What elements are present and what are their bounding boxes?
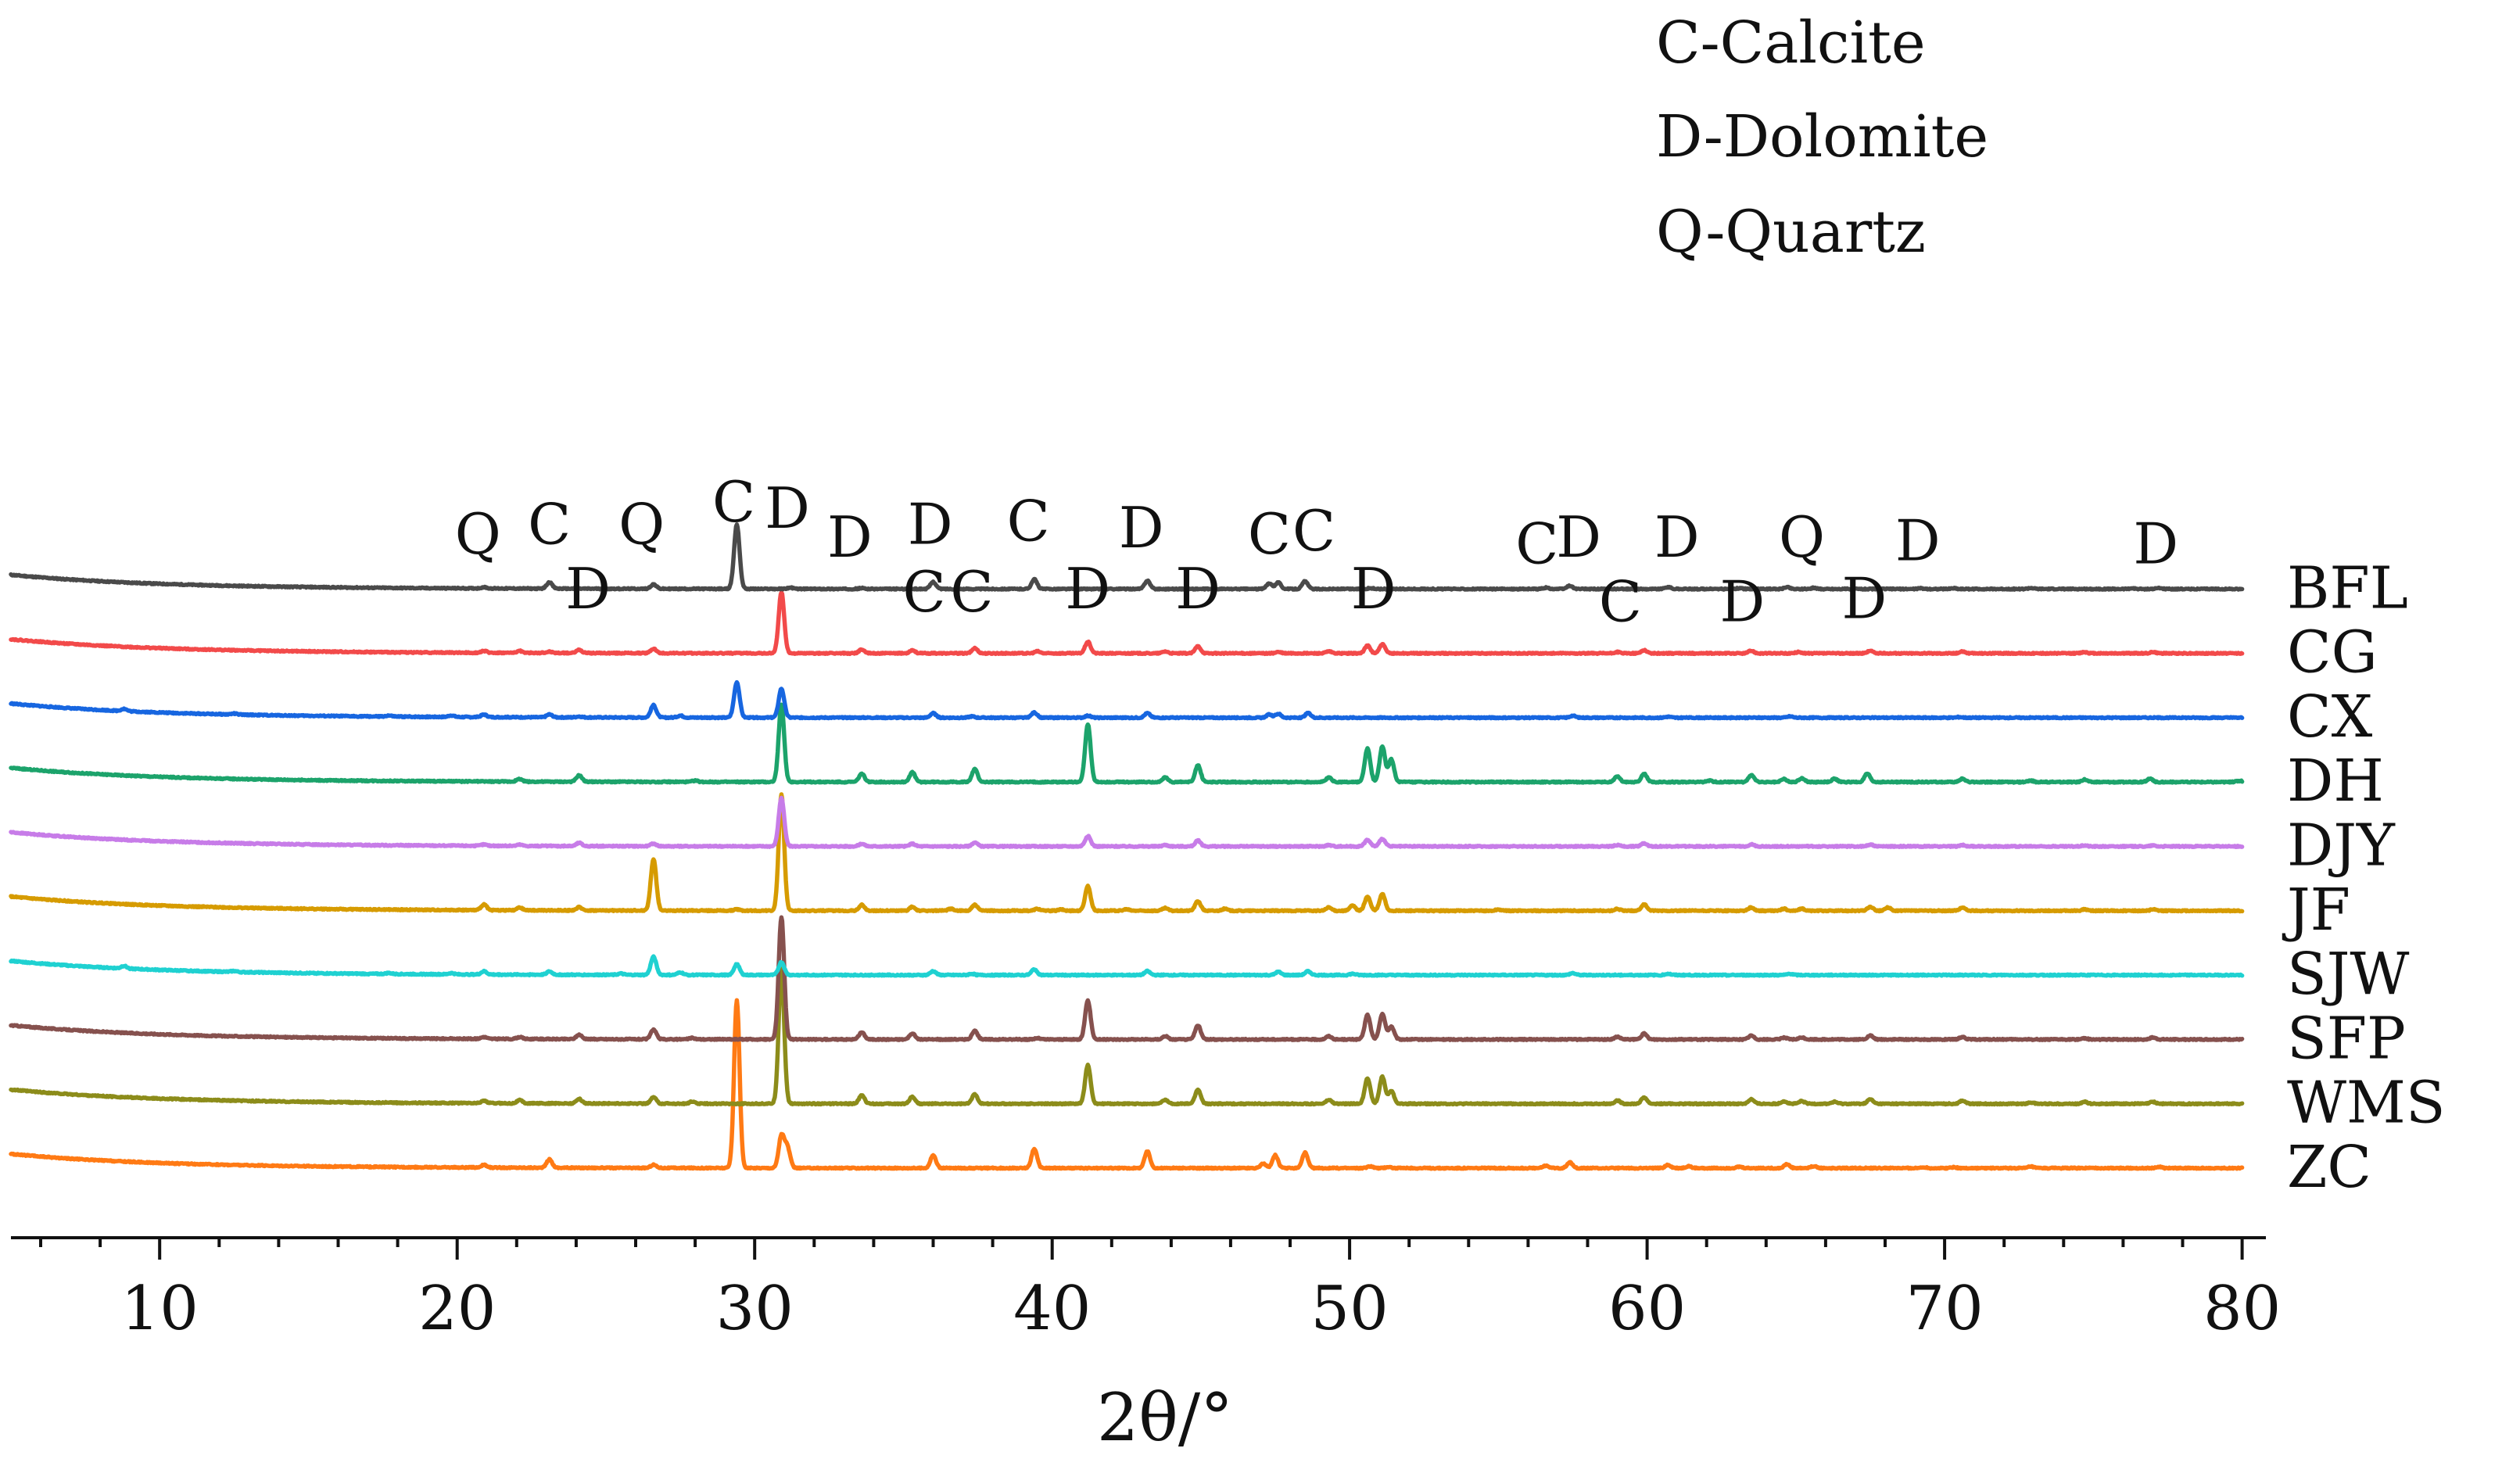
series-label-bfl: BFL (2287, 554, 2408, 622)
trace-jf (9, 792, 2245, 914)
x-tick-label-80: 80 (2203, 1274, 2281, 1344)
x-tick-label-40: 40 (1013, 1274, 1091, 1344)
peak-label-c-19: C (950, 559, 993, 625)
series-label-wms: WMS (2287, 1070, 2446, 1137)
peak-label-c-9: C (1248, 501, 1291, 567)
peak-label-d-24: D (1720, 569, 1765, 635)
series-label-jf: JF (2282, 876, 2350, 944)
x-tick-label-30: 30 (716, 1274, 794, 1344)
series-label-dh: DH (2287, 747, 2384, 815)
legend: C-Calcite D-Dolomite Q-Quartz (1656, 9, 1988, 266)
peak-label-c-23: C (1599, 569, 1642, 635)
legend-entry-dolomite: D-Dolomite (1656, 103, 1988, 170)
peak-label-d-21: D (1175, 556, 1221, 622)
legend-entry-calcite: C-Calcite (1656, 9, 1926, 77)
peak-label-d-25: D (1842, 565, 1887, 631)
x-tick-label-70: 70 (1905, 1274, 1983, 1344)
series-label-djy: DJY (2287, 812, 2396, 880)
peak-label-d-16: D (2133, 511, 2178, 576)
series-label-sjw: SJW (2287, 941, 2409, 1008)
peak-label-d-15: D (1895, 507, 1941, 573)
peak-label-d-13: D (1654, 504, 1700, 570)
series-label-cx: CX (2287, 683, 2373, 751)
series-label-sfp: SFP (2287, 1005, 2406, 1072)
trace-sfp (9, 915, 2245, 1042)
peak-label-c-11: C (1515, 511, 1558, 576)
peak-label-d-5: D (827, 504, 873, 570)
peak-label-q-14: Q (1779, 504, 1825, 570)
peak-label-q-1: Q (455, 501, 501, 567)
x-tick-label-10: 10 (121, 1274, 199, 1344)
peak-label-q-3: Q (618, 492, 665, 557)
x-axis-title: 2θ/° (1097, 1379, 1233, 1456)
series-label-zc: ZC (2287, 1134, 2371, 1201)
peak-label-d-8: D (1119, 495, 1164, 561)
peak-label-c-10: C (1292, 498, 1335, 564)
x-tick-label-50: 50 (1310, 1274, 1388, 1344)
trace-cx (9, 679, 2245, 721)
peak-label-c-2: C (528, 492, 571, 557)
trace-zc (9, 998, 2245, 1171)
peak-label-d-6: D (908, 492, 953, 557)
trace-djy (9, 795, 2245, 849)
diffraction-traces (9, 522, 2245, 1171)
peak-label-d-12: D (1556, 504, 1601, 570)
x-ticks: 10 20 30 40 50 60 70 80 (39, 1238, 2281, 1344)
peak-label-c-18: C (903, 559, 946, 625)
trace-dh (9, 702, 2245, 785)
peak-label-d-20: D (1065, 556, 1110, 622)
phase-annotations: CQ C Q D D D C D C C CD D Q D DD C C D D D C D D (455, 469, 2178, 635)
legend-entry-quartz: Q-Quartz (1656, 199, 1926, 266)
x-tick-label-60: 60 (1608, 1274, 1686, 1344)
x-tick-label-20: 20 (418, 1274, 496, 1344)
peak-label-c-0: C (712, 469, 755, 535)
peak-label-c-7: C (1007, 489, 1050, 554)
x-axis: 10 20 30 40 50 60 70 80 (11, 1236, 2281, 1344)
trace-sjw (9, 954, 2245, 978)
peak-label-d-4: D (765, 475, 810, 541)
trace-bfl (9, 522, 2245, 592)
trace-wms (9, 966, 2245, 1107)
series-label-cg: CG (2287, 619, 2378, 686)
trace-cg (9, 590, 2245, 657)
peak-label-d-17: D (565, 556, 611, 622)
peak-label-d-22: D (1351, 556, 1396, 622)
